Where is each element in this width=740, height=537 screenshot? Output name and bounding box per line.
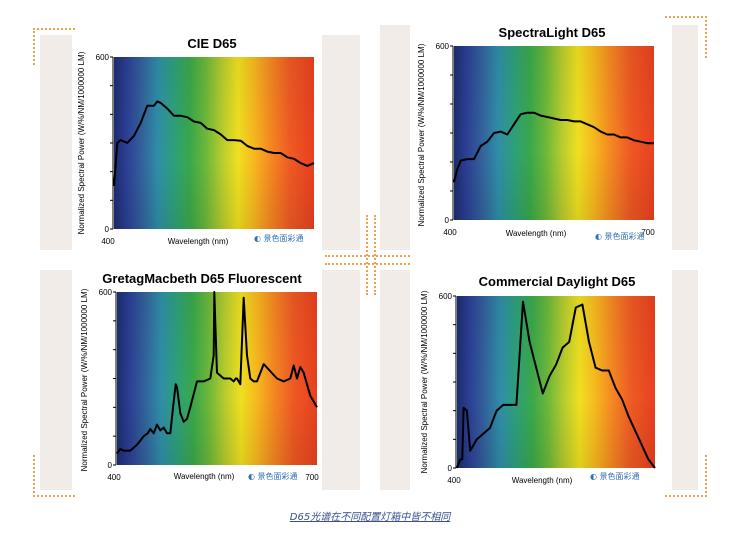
chart-svg-commercial-d65: Commercial Daylight D65 600 0 400 Wavelength… (420, 274, 656, 485)
chart-title: SpectraLight D65 (499, 25, 606, 40)
corner-deco-bottom-right (665, 455, 707, 497)
y-axis-label: Normalized Spectral Power (W/%/NM/100000… (77, 51, 86, 234)
chart-svg-cie-d65: CIE D65 600 0 400 Wavelength (nm) Normalized … (77, 36, 315, 246)
x-tick-label: 400 (447, 476, 461, 485)
y-axis-label: Normalized Spectral Power (W/%/NM/100000… (80, 288, 89, 471)
y-tick-label: 600 (439, 292, 453, 301)
spectral-power-curve (113, 100, 315, 187)
x-tick-label: 400 (107, 473, 121, 482)
y-tick-label: 0 (105, 225, 110, 234)
y-axis-label: Normalized Spectral Power (W/%/NM/100000… (420, 290, 429, 473)
chart-svg-gretagmacbeth-d65: GretagMacbeth D65 Fluorescent 600 0 400 700 W… (80, 271, 319, 482)
watermark-label: ◐ 景色面彩通 (590, 471, 640, 481)
x-tick-label: 400 (443, 228, 457, 237)
y-tick-label: 0 (448, 464, 453, 473)
corner-deco-top-left (33, 28, 75, 65)
plot-shading (117, 292, 317, 465)
corner-deco-bottom-left (33, 455, 75, 497)
chart-panel-commercial-d65: Commercial Daylight D65 600 0 400 Wavelength… (410, 270, 672, 490)
chart-title: CIE D65 (187, 36, 236, 51)
y-tick-label: 0 (108, 461, 113, 470)
x-axis-label: Wavelength (nm) (168, 237, 229, 246)
watermark-label: ◐ 景色面彩通 (595, 231, 645, 241)
center-cross-horizontal (325, 255, 410, 265)
chart-title: GretagMacbeth D65 Fluorescent (102, 271, 302, 286)
y-tick-label: 600 (99, 288, 113, 297)
spectral-power-curve (116, 291, 318, 455)
chart-panel-gretagmacbeth-d65: GretagMacbeth D65 Fluorescent 600 0 400 700 W… (72, 270, 322, 490)
spectral-power-curve (453, 111, 654, 183)
x-tick-label: 700 (641, 228, 655, 237)
figure-caption: D65光谱在不同配置灯箱中皆不相同 (289, 512, 451, 523)
y-tick-label: 0 (445, 216, 450, 225)
y-tick-label: 600 (436, 42, 450, 51)
chart-svg-spectralight-d65: SpectraLight D65 600 0 400 700 Wavelength (nm… (417, 25, 655, 241)
watermark-label: ◐ 景色面彩通 (248, 471, 298, 481)
corner-deco-top-right (665, 16, 707, 58)
plot-shading (457, 296, 655, 468)
x-tick-label: 700 (305, 473, 319, 482)
chart-panel-cie-d65: CIE D65 600 0 400 Wavelength (nm) Normalized … (72, 30, 322, 250)
x-axis-label: Wavelength (nm) (174, 472, 235, 481)
plot-shading (114, 57, 314, 229)
chart-panel-spectralight-d65: SpectraLight D65 600 0 400 700 Wavelength (nm… (410, 25, 672, 250)
chart-title: Commercial Daylight D65 (479, 274, 636, 289)
plot-shading (454, 46, 654, 220)
x-tick-label: 400 (101, 237, 115, 246)
x-axis-label: Wavelength (nm) (512, 476, 573, 485)
spectral-power-curve (456, 300, 656, 469)
y-tick-label: 600 (96, 53, 110, 62)
y-axis-label: Normalized Spectral Power (W/%/NM/100000… (417, 43, 426, 226)
x-axis-label: Wavelength (nm) (506, 229, 567, 238)
watermark-label: ◐ 景色面彩通 (254, 233, 304, 243)
